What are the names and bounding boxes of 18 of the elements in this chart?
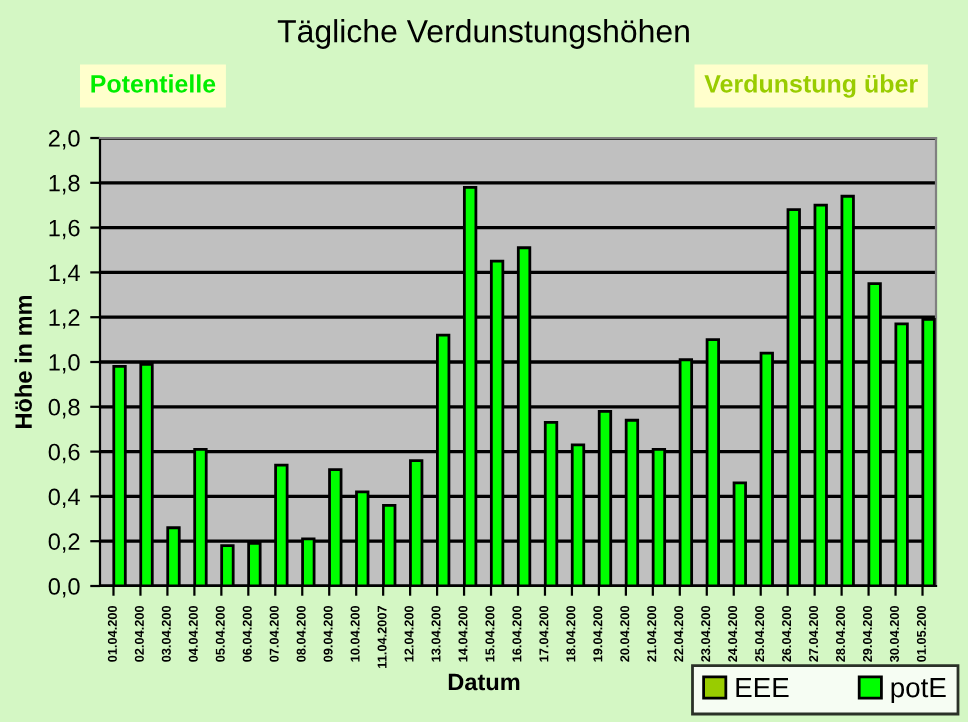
chart-title: Tägliche Verdunstungshöhen [277, 19, 689, 49]
y-tick-label: 1,2 [49, 309, 80, 329]
x-axis-title: Datum [448, 673, 520, 691]
y-tick-label: 0,8 [48, 398, 80, 419]
legend-label: EEE [736, 678, 789, 698]
y-tick-label: 0,2 [48, 533, 80, 553]
y-tick-label: 1,0 [49, 354, 80, 374]
y-tick-label: 1,6 [49, 219, 80, 240]
y-tick-label: 1,4 [49, 264, 80, 284]
y-tick-label: 1,8 [49, 174, 80, 195]
text: Verdunstung über [704, 74, 918, 98]
y-tick-label: 0,4 [48, 488, 80, 508]
legend-label: potE [891, 678, 946, 703]
y-tick-label: 0,0 [48, 578, 80, 598]
y-axis-title: Höhe in mm [14, 295, 32, 428]
text: Potentielle [91, 74, 216, 93]
y-tick-label: 2,0 [48, 130, 80, 150]
y-tick-label: 0,6 [48, 443, 80, 464]
